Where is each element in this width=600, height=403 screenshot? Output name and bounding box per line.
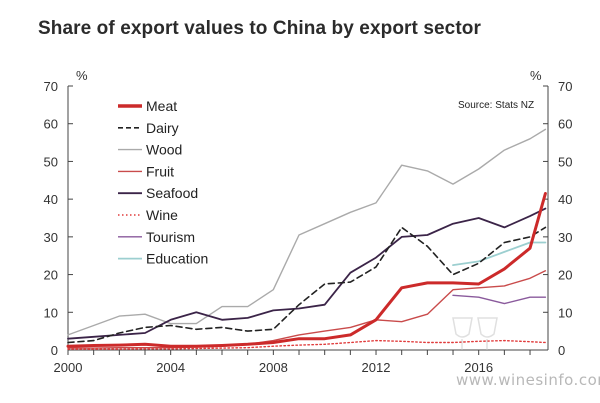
y-tick-label-left: 60	[44, 117, 58, 132]
y-tick-label-left: 10	[44, 305, 58, 320]
series-line-tourism	[452, 294, 547, 305]
series-line-dairy	[67, 226, 547, 344]
source-note: Source: Stats NZ	[458, 100, 534, 111]
x-tick-label: 2000	[54, 360, 83, 375]
y-axis-ticks: 0 0 10 10 20 20 30 30 40 40 50 50 60 60 70 70	[44, 79, 573, 358]
y-tick-label-right: 10	[558, 305, 572, 320]
x-axis-ticks: 2000 2004 2008 2012 2016	[54, 350, 531, 375]
y-tick-label-left: 0	[51, 343, 58, 358]
watermark-text: www.winesinfo.com	[456, 371, 600, 389]
x-tick-label: 2016	[464, 360, 493, 375]
legend-label-wine: Wine	[146, 207, 178, 223]
y-tick-label-left: 70	[44, 79, 58, 94]
y-tick-label-left: 50	[44, 154, 58, 169]
y-tick-label-right: 0	[558, 343, 565, 358]
x-tick-label: 2008	[259, 360, 288, 375]
series-line-wine	[67, 339, 547, 350]
x-tick-label: 2012	[362, 360, 391, 375]
series-line-education	[452, 241, 547, 267]
y-tick-label-left: 40	[44, 192, 58, 207]
legend-label-dairy: Dairy	[146, 120, 179, 136]
legend-label-education: Education	[146, 251, 208, 267]
series-line-seafood	[67, 207, 547, 340]
y-tick-label-left: 20	[44, 268, 58, 283]
legend-label-meat: Meat	[146, 98, 177, 114]
y-tick-label-right: 60	[558, 117, 572, 132]
left-unit-label: %	[76, 68, 88, 83]
legend-label-fruit: Fruit	[146, 163, 174, 179]
legend-label-seafood: Seafood	[146, 185, 198, 201]
right-unit-label: %	[530, 68, 542, 83]
series-line-fruit	[67, 270, 547, 349]
series-line-wood	[67, 128, 547, 336]
y-tick-label-right: 20	[558, 268, 572, 283]
legend-label-wood: Wood	[146, 142, 182, 158]
y-tick-label-left: 30	[44, 230, 58, 245]
y-tick-label-right: 30	[558, 230, 572, 245]
series-lines	[66, 128, 547, 350]
x-tick-label: 2004	[156, 360, 185, 375]
watermark-logo	[452, 317, 498, 350]
legend: Meat Dairy Wood Fruit Seafood Wine Tourism Educ…	[118, 98, 208, 267]
y-tick-label-right: 50	[558, 154, 572, 169]
y-tick-label-right: 70	[558, 79, 572, 94]
series-line-meat	[66, 192, 547, 348]
y-tick-label-right: 40	[558, 192, 572, 207]
chart-title: Share of export values to China by expor…	[38, 18, 481, 39]
legend-label-tourism: Tourism	[146, 229, 195, 245]
